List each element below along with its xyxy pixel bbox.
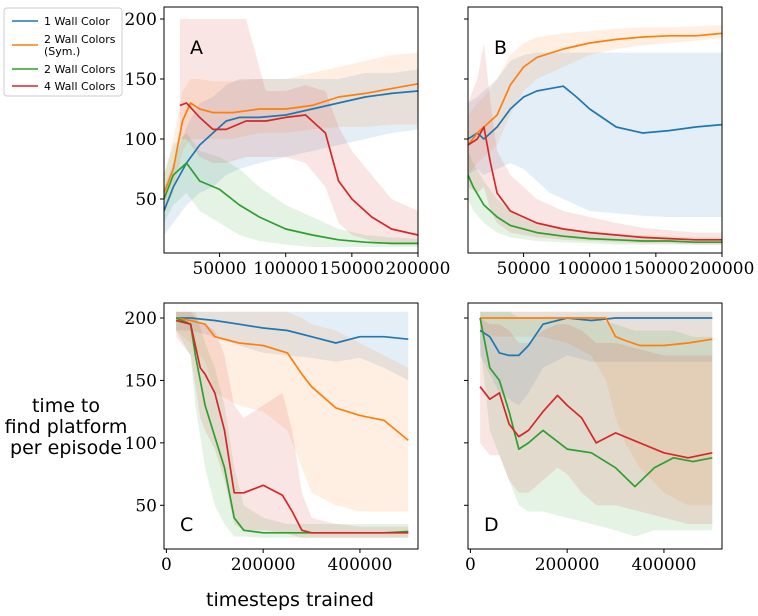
panels: 50000 100000 150000 20000050100150200A50000…: [125, 6, 755, 575]
plot-area: [175, 311, 409, 538]
ylabel-line-1: time to: [32, 395, 100, 417]
x-tick-label: 200000: [690, 259, 755, 279]
band-series-4: [176, 311, 409, 538]
line-series-2: [468, 32, 722, 146]
band-series-3: [480, 311, 713, 537]
line-series-4: [479, 386, 713, 459]
panel-B: 50000 100000 150000 200000 B: [464, 6, 755, 279]
axes-frame: [467, 302, 723, 550]
line-series-1: [479, 317, 713, 357]
band-series-4: [179, 19, 418, 245]
panel-letter: B: [494, 37, 507, 59]
plot-area: [468, 25, 722, 245]
panel-letter: D: [484, 514, 499, 536]
x-tick-label: 0: [465, 555, 476, 575]
x-tick-label: 0: [161, 555, 172, 575]
band-series-2: [468, 25, 722, 175]
plot-area: [479, 311, 713, 537]
panel-letter: A: [190, 37, 203, 59]
axes-frame: [163, 6, 419, 254]
ylabel-line-3: per episode: [10, 437, 122, 459]
x-axis-label: timesteps trained: [206, 589, 374, 611]
legend-label-2b: (Sym.): [44, 45, 80, 58]
legend: 1 Wall Color 2 Wall Colors (Sym.) 2 Wall…: [3, 7, 123, 97]
panel-letter: C: [180, 514, 193, 536]
line-series-3: [164, 162, 418, 245]
line-series-2: [175, 317, 409, 442]
line-series-4: [175, 319, 409, 534]
plot-area: [164, 19, 418, 247]
line-series-2: [164, 82, 418, 194]
band-series-4: [468, 43, 722, 245]
legend-label-2: 2 Wall Colors: [44, 33, 116, 46]
band-series-2: [480, 311, 713, 506]
band-series-1: [164, 69, 418, 236]
x-tick-label: 150000: [319, 259, 384, 279]
x-tick-label: 100000: [557, 259, 622, 279]
x-tick-label: 400000: [327, 555, 392, 575]
band-series-2: [176, 311, 409, 512]
line-series-4: [179, 102, 418, 236]
axes-frame: [467, 6, 723, 254]
x-tick-label: 200000: [231, 555, 296, 575]
y-tick-label: 200: [125, 10, 157, 30]
y-tick-label: 150: [125, 70, 157, 90]
y-tick-label: 100: [125, 130, 157, 150]
y-tick-label: 200: [125, 309, 157, 329]
line-series-1: [468, 85, 722, 140]
x-tick-label: 200000: [535, 555, 600, 575]
y-tick-label: 100: [125, 434, 157, 454]
legend-frame: [3, 7, 123, 97]
line-series-1: [164, 90, 418, 212]
x-tick-label: 50000: [497, 259, 551, 279]
band-series-3: [176, 311, 409, 538]
legend-label-3: 2 Wall Colors: [44, 63, 116, 76]
y-axis-label: time to find platform per episode: [5, 395, 128, 459]
x-tick-label: 150000: [623, 259, 688, 279]
line-series-1: [176, 317, 409, 344]
x-tick-label: 100000: [253, 259, 318, 279]
panel-A: 50000 100000 150000 200000 50 100 150 200 A: [125, 6, 451, 279]
band-series-4: [480, 318, 713, 524]
y-tick-label: 50: [135, 496, 157, 516]
line-series-2: [480, 317, 713, 347]
x-tick-label: 200000: [386, 259, 451, 279]
line-series-4: [468, 126, 722, 241]
ylabel-line-2: find platform: [5, 416, 128, 438]
legend-label-1: 1 Wall Color: [44, 15, 110, 28]
panel-D: 0 200000 400000 D: [464, 302, 723, 575]
axes-frame: [163, 302, 419, 550]
panel-C: 0 200000 400000 50 100 150 200 C: [125, 302, 419, 575]
band-series-1: [480, 311, 713, 406]
x-tick-label: 50000: [193, 259, 247, 279]
band-series-2: [164, 52, 418, 211]
y-tick-label: 150: [125, 371, 157, 391]
line-series-3: [479, 317, 713, 488]
line-series-3: [468, 174, 722, 244]
band-series-1: [176, 311, 409, 381]
x-tick-label: 400000: [631, 555, 696, 575]
band-series-3: [164, 133, 418, 247]
legend-label-4: 4 Wall Colors: [44, 80, 116, 93]
y-tick-label: 50: [135, 190, 157, 210]
